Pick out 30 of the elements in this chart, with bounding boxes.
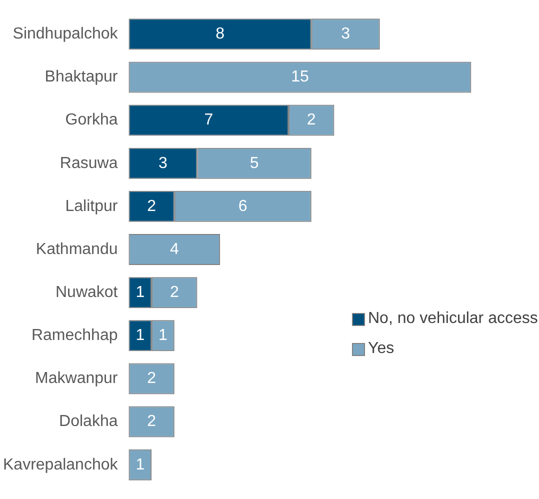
- y-tick-label: Rasuwa: [60, 154, 118, 172]
- data-label: 4: [170, 240, 179, 258]
- data-label: 8: [216, 26, 225, 43]
- data-label: 2: [147, 413, 156, 430]
- y-tick-label: Sindhupalchok: [12, 26, 119, 43]
- legend-label: No, no vehicular access: [368, 309, 538, 329]
- data-label: 1: [158, 327, 168, 344]
- data-label: 2: [306, 112, 316, 129]
- y-tick-label: Gorkha: [65, 112, 118, 129]
- data-label: 1: [136, 284, 145, 301]
- data-label: 2: [170, 284, 179, 301]
- y-tick-label: Dolakha: [59, 413, 118, 430]
- y-tick-label: Kavrepalanchok: [2, 456, 119, 474]
- y-tick-label: Makwanpur: [35, 370, 118, 388]
- y-tick-label: Ramechhap: [31, 327, 118, 344]
- data-label: 7: [204, 112, 214, 129]
- data-label: 2: [147, 198, 156, 215]
- data-label: 3: [158, 154, 168, 172]
- data-label: 3: [341, 26, 350, 43]
- legend-label: Yes: [368, 339, 394, 359]
- y-tick-label: Nuwakot: [55, 284, 118, 301]
- y-tick-label: Lalitpur: [65, 198, 118, 215]
- data-label: 5: [250, 154, 259, 172]
- data-label: 6: [238, 198, 248, 215]
- data-label: 1: [136, 327, 145, 344]
- y-tick-label: Kathmandu: [36, 240, 118, 258]
- y-tick-label: Bhaktapur: [44, 68, 118, 86]
- data-label: 2: [147, 370, 156, 388]
- data-label: 1: [136, 456, 145, 474]
- data-label: 15: [291, 68, 309, 86]
